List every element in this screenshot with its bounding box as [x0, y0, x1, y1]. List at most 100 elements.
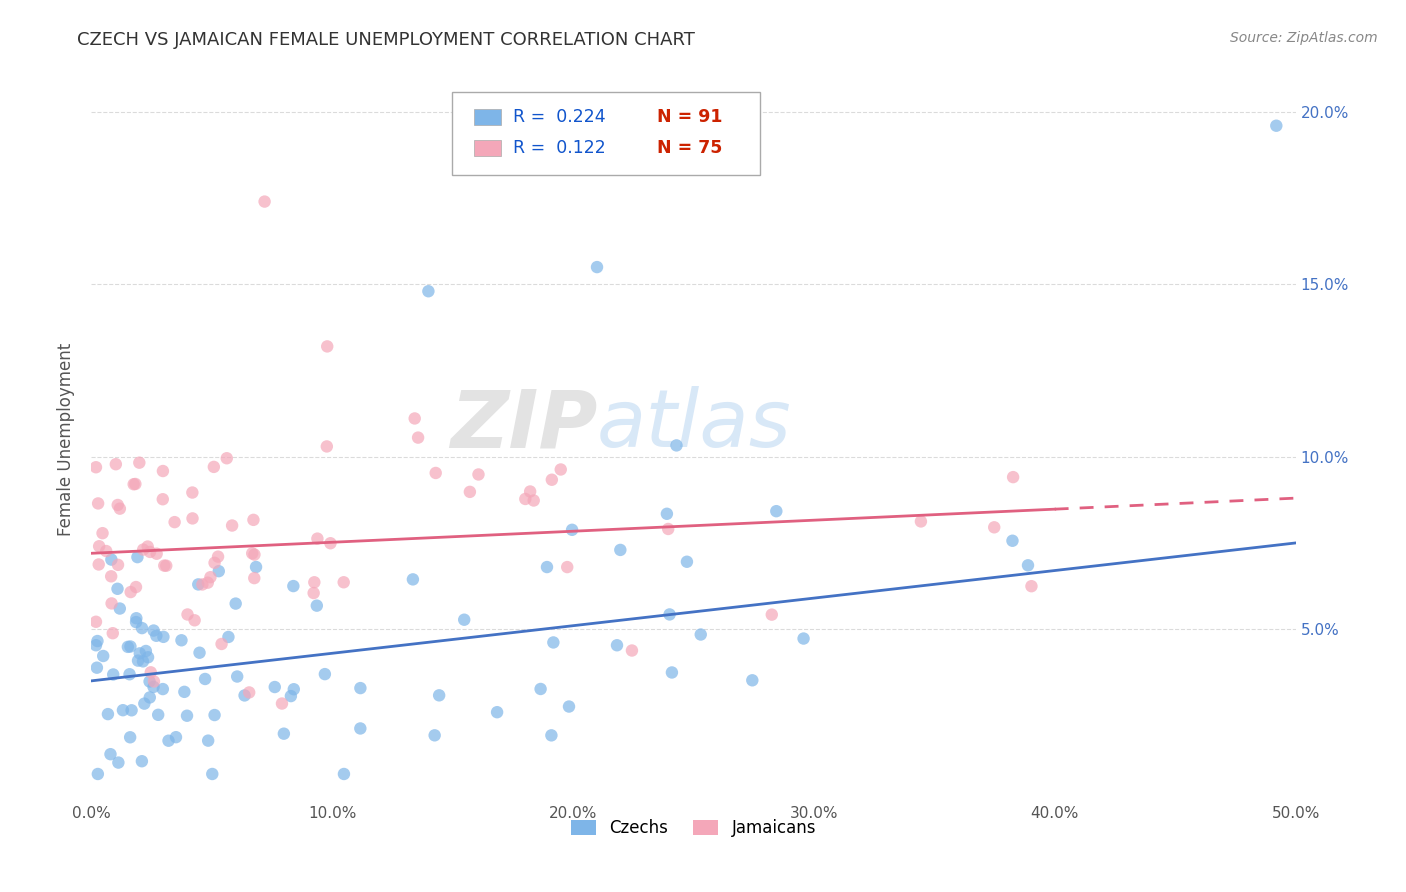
Point: [131, 621, 153, 635]
Point: [87, 558, 110, 572]
Text: N = 91: N = 91: [657, 108, 723, 127]
Point: [242, 513, 264, 527]
Point: [586, 260, 609, 274]
Point: [240, 546, 263, 560]
Point: [100, 747, 122, 762]
Point: [134, 697, 156, 711]
Point: [87, 767, 110, 781]
Point: [1265, 119, 1288, 133]
Point: [152, 492, 174, 507]
Point: [238, 685, 260, 699]
Point: [176, 708, 198, 723]
Point: [152, 464, 174, 478]
Point: [155, 558, 177, 573]
Point: [122, 477, 145, 491]
Point: [84, 460, 107, 475]
Point: [191, 577, 214, 591]
Point: [139, 690, 162, 705]
Point: [103, 667, 125, 681]
Text: Source: ZipAtlas.com: Source: ZipAtlas.com: [1230, 31, 1378, 45]
Point: [181, 485, 204, 500]
Point: [120, 585, 142, 599]
Point: [314, 667, 336, 681]
Point: [173, 685, 195, 699]
Point: [307, 532, 329, 546]
Point: [315, 439, 337, 453]
Legend: Czechs, Jamaicans: Czechs, Jamaicans: [564, 813, 823, 844]
Point: [204, 708, 226, 723]
Point: [536, 560, 558, 574]
Point: [117, 640, 139, 654]
Point: [128, 646, 150, 660]
Point: [245, 560, 267, 574]
Point: [453, 613, 475, 627]
Point: [152, 630, 174, 644]
Point: [170, 633, 193, 648]
Point: [423, 728, 446, 742]
Point: [983, 520, 1005, 534]
Point: [665, 438, 688, 452]
Point: [136, 540, 159, 554]
Point: [519, 484, 541, 499]
Point: [121, 703, 143, 717]
Text: atlas: atlas: [598, 386, 792, 464]
Point: [152, 682, 174, 697]
Point: [125, 580, 148, 594]
Point: [211, 637, 233, 651]
Point: [302, 586, 325, 600]
Point: [283, 682, 305, 697]
Point: [523, 493, 546, 508]
Point: [609, 543, 631, 558]
Point: [111, 703, 134, 717]
Point: [676, 555, 699, 569]
Point: [200, 570, 222, 584]
Point: [620, 643, 643, 657]
Point: [118, 667, 141, 681]
Point: [243, 571, 266, 585]
Point: [910, 515, 932, 529]
Text: ZIP: ZIP: [450, 386, 598, 464]
Point: [555, 560, 578, 574]
Point: [404, 411, 426, 425]
Point: [188, 646, 211, 660]
Point: [100, 552, 122, 566]
Point: [558, 699, 581, 714]
Point: [1021, 579, 1043, 593]
Point: [765, 504, 787, 518]
Point: [197, 733, 219, 747]
Point: [349, 681, 371, 695]
Point: [402, 573, 425, 587]
Point: [486, 705, 509, 719]
Point: [529, 681, 551, 696]
Point: [96, 544, 118, 558]
Point: [515, 491, 537, 506]
Point: [226, 669, 249, 683]
Point: [145, 629, 167, 643]
Point: [418, 284, 440, 298]
Point: [108, 501, 131, 516]
Point: [127, 550, 149, 565]
Point: [741, 673, 763, 688]
Point: [124, 477, 146, 491]
Point: [540, 728, 562, 742]
Point: [425, 466, 447, 480]
Point: [97, 707, 120, 722]
Point: [661, 665, 683, 680]
Point: [165, 730, 187, 744]
Point: [271, 697, 294, 711]
Point: [283, 579, 305, 593]
Point: [221, 518, 243, 533]
Point: [550, 462, 572, 476]
Point: [406, 431, 429, 445]
Text: N = 75: N = 75: [657, 138, 723, 157]
Point: [86, 661, 108, 675]
Point: [86, 634, 108, 648]
Point: [689, 627, 711, 641]
Point: [108, 601, 131, 615]
Point: [128, 456, 150, 470]
Text: CZECH VS JAMAICAN FEMALE UNEMPLOYMENT CORRELATION CHART: CZECH VS JAMAICAN FEMALE UNEMPLOYMENT CO…: [77, 31, 695, 49]
Point: [1002, 470, 1025, 484]
Point: [89, 539, 111, 553]
Point: [217, 630, 239, 644]
Point: [202, 459, 225, 474]
